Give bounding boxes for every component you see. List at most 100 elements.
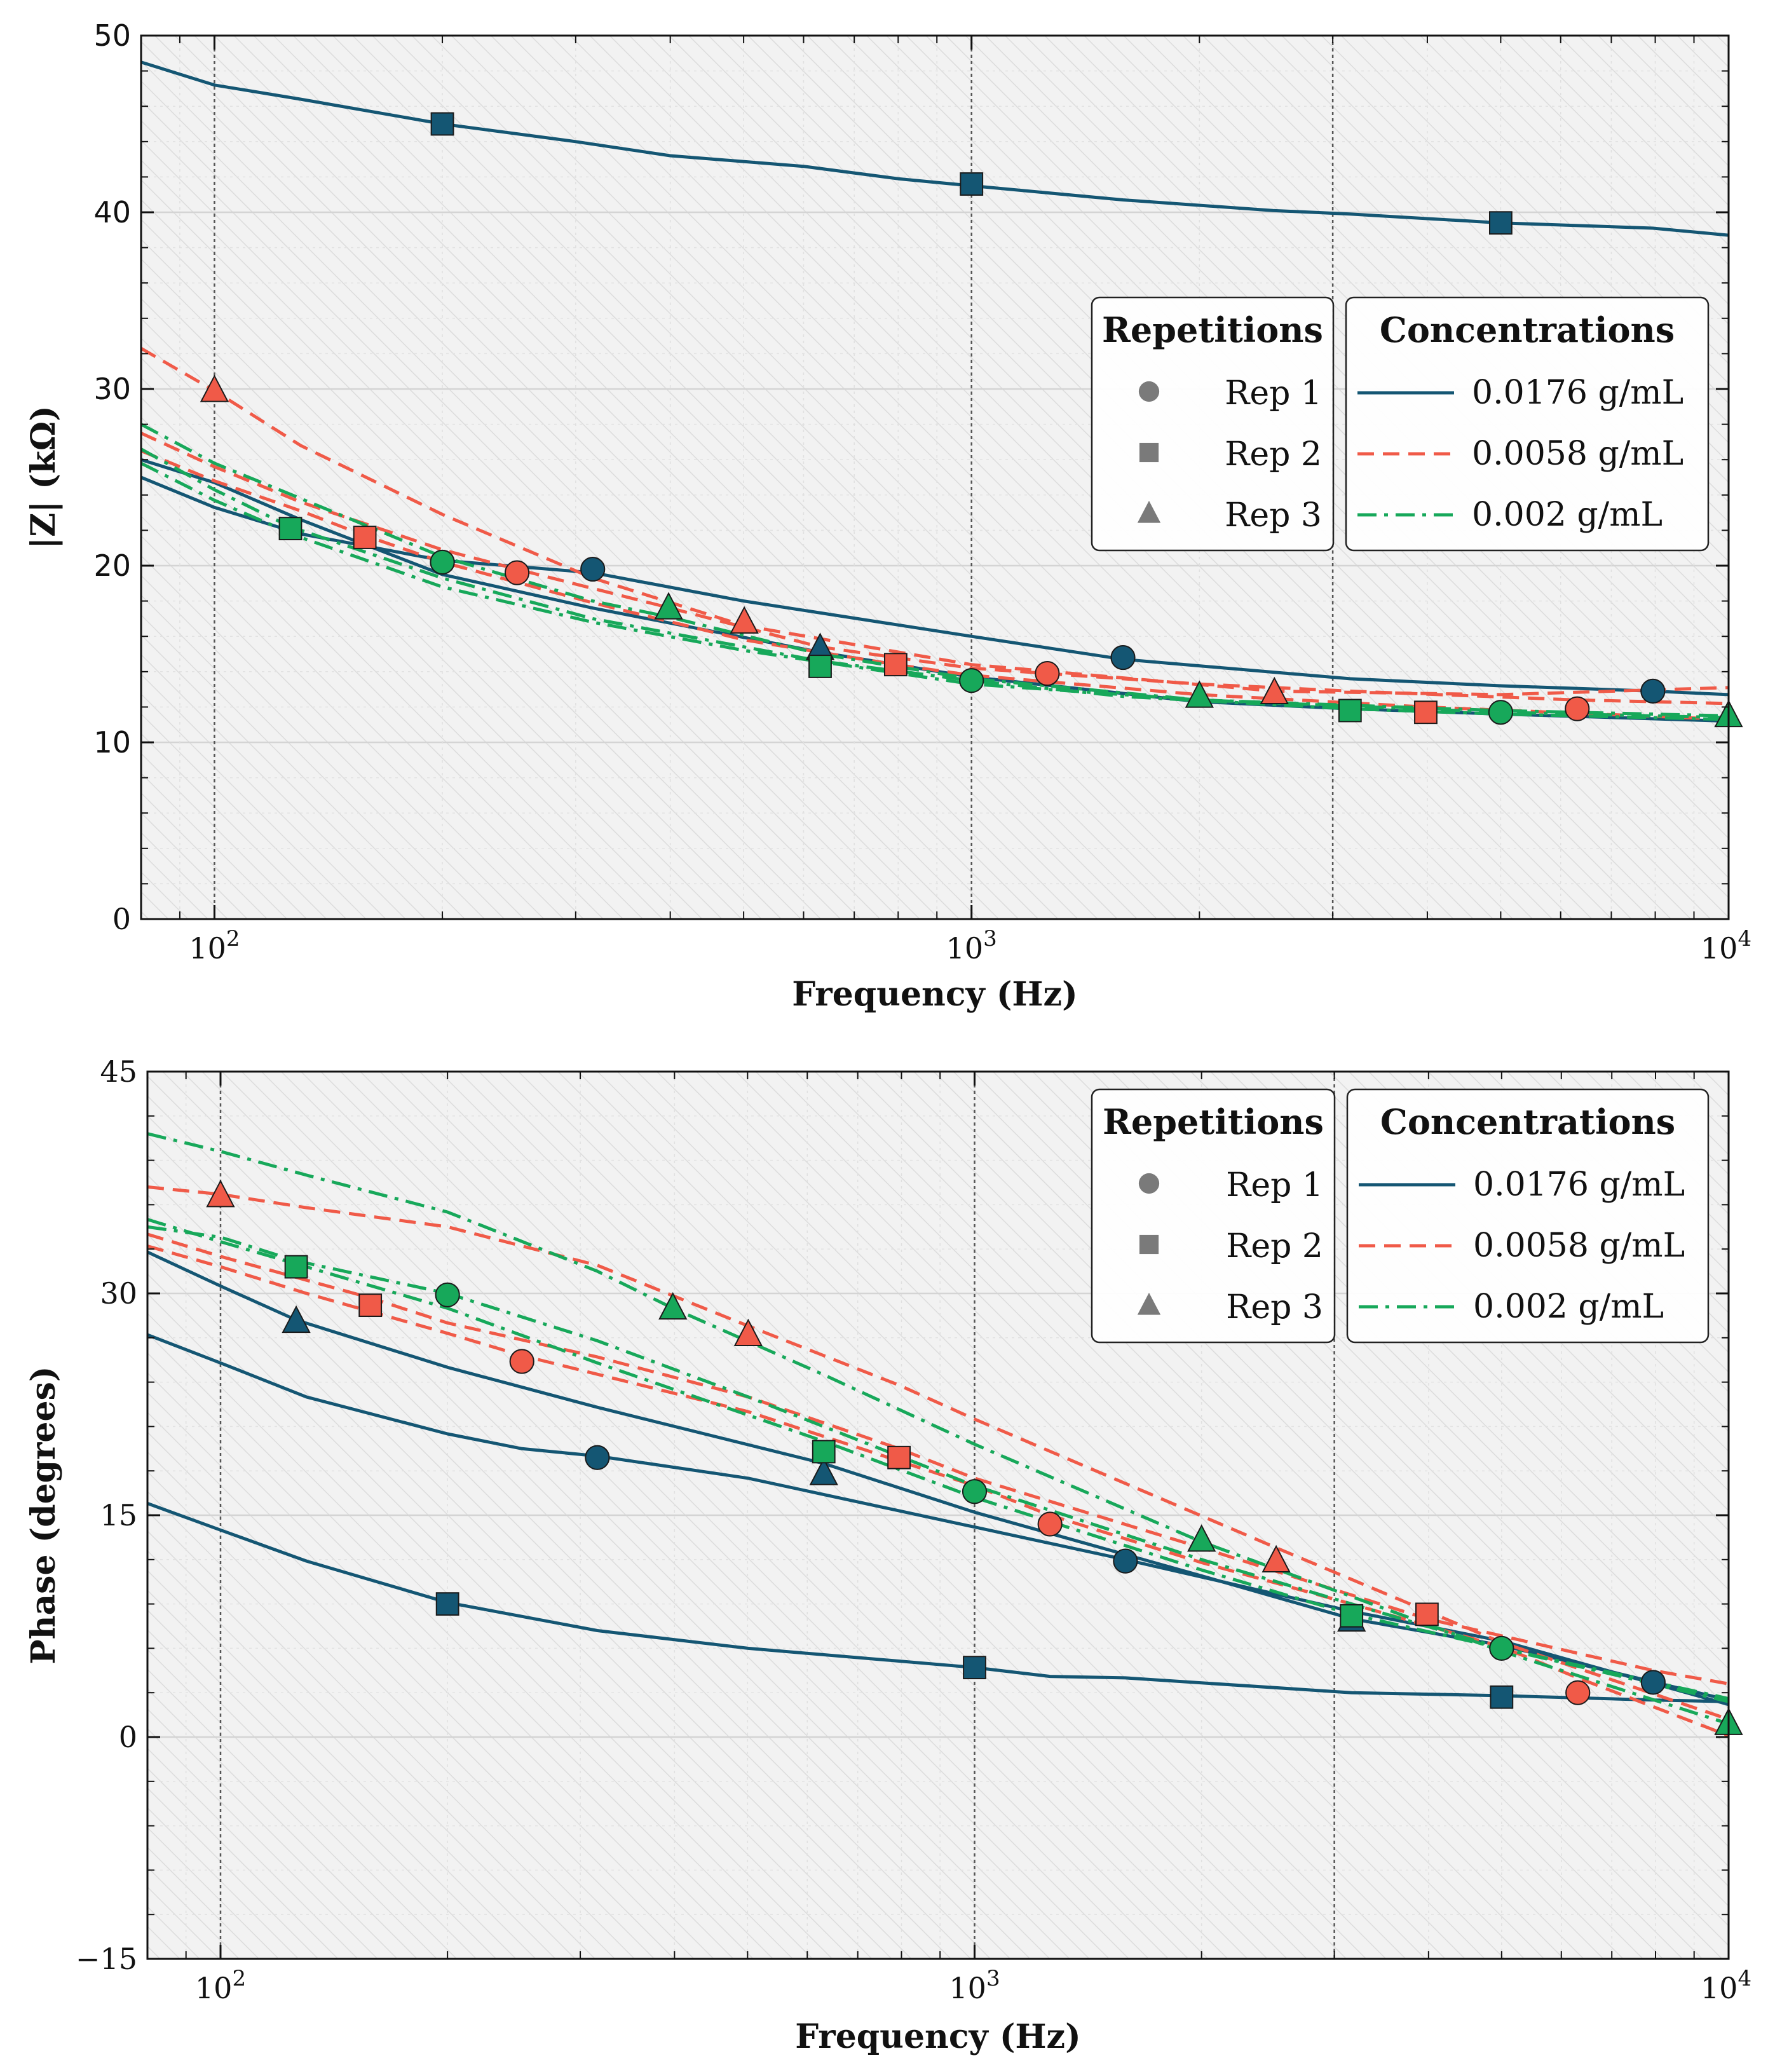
- data-point-triangle: [733, 1318, 763, 1347]
- legend-label-rep: Rep 1: [1225, 374, 1322, 412]
- y-tick-label: 45: [100, 1054, 137, 1089]
- x-tick-label: 104: [1701, 1966, 1751, 2005]
- data-point-circle: [962, 1479, 988, 1504]
- y-tick-label: 0: [119, 1720, 137, 1754]
- legend-title-repetitions: Repetitions: [1103, 1101, 1324, 1142]
- legend-title-repetitions: Repetitions: [1102, 310, 1323, 350]
- data-point-circle: [504, 560, 530, 585]
- legend-box-repetitions: [1091, 1088, 1336, 1344]
- x-tick-label: 103: [946, 926, 997, 965]
- data-point-circle: [1565, 696, 1590, 721]
- legend-title-concentrations: Concentrations: [1380, 1101, 1675, 1142]
- data-point-triangle: [1187, 1524, 1216, 1552]
- x-tick-label: 102: [189, 926, 240, 965]
- data-point-circle: [509, 1349, 534, 1374]
- y-tick-label: 50: [93, 18, 131, 53]
- x-tick-label: 102: [195, 1966, 246, 2005]
- x-tick-label: 104: [1701, 926, 1751, 965]
- legend-label-rep: Rep 2: [1226, 1227, 1323, 1265]
- x-tick-label: 103: [949, 1966, 1000, 2005]
- data-point-circle: [1565, 1680, 1591, 1705]
- data-point-circle: [1488, 700, 1513, 725]
- ticks: −15 0 15 30 45 102 103 104: [76, 1054, 1751, 2005]
- data-point-circle: [1035, 660, 1060, 686]
- series-line: [141, 60, 1729, 237]
- data-point-square: [887, 1445, 911, 1469]
- series-line: [147, 1225, 1729, 1700]
- data-point-triangle: [658, 1292, 688, 1320]
- legend-label-concentration: 0.0176 g/mL: [1472, 374, 1683, 412]
- data-point-triangle: [1260, 676, 1289, 705]
- data-point-circle: [585, 1445, 610, 1470]
- data-point-circle: [1489, 1635, 1514, 1661]
- legend-box-concentrations: [1346, 1088, 1710, 1344]
- plot-frame: [140, 34, 1730, 920]
- marker-layer: [206, 1180, 1743, 1735]
- data-point-square: [883, 653, 908, 677]
- phase-chart: −15 0 15 30 45 102 103 104 Frequency (Hz) Phase…: [24, 1054, 1751, 2056]
- y-tick-label: 15: [100, 1498, 137, 1532]
- data-point-triangle: [654, 592, 683, 620]
- data-point-circle: [959, 668, 984, 693]
- ticks: 0 10 20 30 40 50 102 103 104: [93, 18, 1751, 965]
- data-point-triangle: [200, 374, 229, 402]
- data-point-triangle: [1185, 680, 1214, 708]
- data-point-square: [430, 112, 454, 136]
- legend-label-concentration: 0.002 g/mL: [1473, 1288, 1664, 1326]
- legend-box-concentrations: [1345, 296, 1710, 552]
- legend-label-concentration: 0.0176 g/mL: [1473, 1166, 1685, 1204]
- data-point-square: [353, 526, 377, 549]
- series-line: [147, 1232, 1729, 1686]
- data-point-square: [812, 1440, 836, 1464]
- x-axis-title: Frequency (Hz): [792, 975, 1077, 1014]
- legend-marker-triangle: [1137, 1292, 1161, 1315]
- y-tick-label: 0: [112, 902, 131, 936]
- data-point-square: [1415, 1602, 1439, 1626]
- series-line: [147, 1333, 1729, 1707]
- data-point-triangle: [809, 1457, 838, 1485]
- y-tick-label: 20: [93, 549, 131, 583]
- data-point-square: [284, 1255, 308, 1279]
- data-point-square: [1414, 700, 1438, 725]
- data-point-circle: [1640, 678, 1666, 704]
- series-line: [141, 449, 1729, 721]
- x-axis-title: Frequency (Hz): [795, 2017, 1080, 2056]
- y-tick-label: 30: [93, 372, 131, 406]
- data-point-square: [808, 655, 832, 678]
- data-point-circle: [1640, 1670, 1666, 1695]
- legend-label-concentration: 0.0058 g/mL: [1473, 1227, 1685, 1265]
- data-point-square: [278, 517, 303, 541]
- y-tick-label: 30: [100, 1276, 137, 1311]
- legend-label-rep: Rep 1: [1226, 1166, 1323, 1204]
- y-tick-label: 40: [93, 195, 131, 229]
- legend-label-concentration: 0.002 g/mL: [1472, 496, 1663, 534]
- data-point-square: [1338, 699, 1362, 723]
- series-line: [141, 461, 1729, 719]
- data-point-square: [358, 1293, 383, 1318]
- legend-marker-circle: [1138, 381, 1160, 402]
- impedance-chart: 0 10 20 30 40 50 102 103 104 Frequency (Hz) |Z| …: [24, 18, 1751, 1014]
- data-point-circle: [1110, 644, 1136, 671]
- legend-marker-circle: [1138, 1173, 1160, 1194]
- legend: Repetitions Concentrations Rep 1 Rep 2 Rep 3…: [1091, 296, 1710, 552]
- legend-label-rep: Rep 3: [1226, 1288, 1323, 1326]
- data-point-square: [1340, 1604, 1364, 1628]
- series-line: [147, 1218, 1729, 1703]
- y-tick-label: 10: [93, 725, 131, 760]
- legend-marker-square: [1139, 1234, 1159, 1255]
- data-point-square: [1490, 1685, 1514, 1709]
- data-point-triangle: [730, 606, 759, 634]
- legend-label-rep: Rep 3: [1225, 496, 1322, 535]
- data-point-triangle: [1262, 1544, 1291, 1573]
- data-point-square: [1488, 211, 1513, 235]
- y-axis-title: Phase (degrees): [24, 1367, 63, 1665]
- marker-layer: [200, 112, 1743, 728]
- data-point-circle: [1113, 1548, 1138, 1574]
- data-point-square: [435, 1592, 459, 1616]
- data-point-circle: [1037, 1511, 1063, 1537]
- legend-label-rep: Rep 2: [1225, 435, 1322, 474]
- legend-marker-square: [1139, 442, 1159, 463]
- y-tick-label: −15: [76, 1942, 137, 1976]
- data-point-triangle: [206, 1180, 235, 1208]
